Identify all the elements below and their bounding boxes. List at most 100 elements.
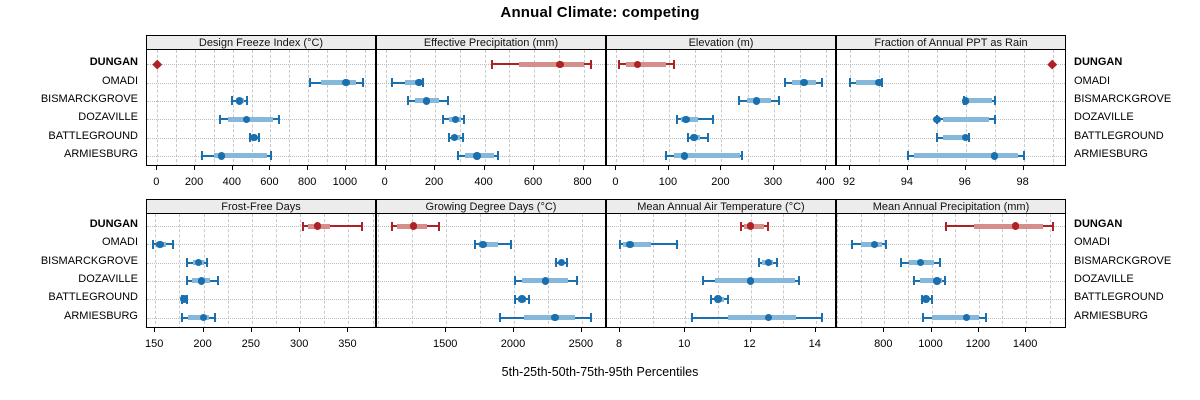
- panel-strip-mean-annual-air-temperature-c-: Mean Annual Air Temperature (°C): [606, 199, 836, 214]
- axis-tick-label: 800: [874, 338, 893, 350]
- gridline: [324, 214, 326, 327]
- axis-tick-label: 92: [842, 176, 856, 188]
- row-guide: [147, 100, 375, 102]
- gridline: [232, 50, 234, 165]
- whisker-cap: [913, 276, 916, 286]
- axis-tick: [483, 166, 485, 170]
- gridline: [308, 50, 310, 165]
- band-25th-75th: [931, 315, 979, 320]
- whisker-cap: [739, 221, 742, 231]
- median-point-omadi: [479, 240, 487, 249]
- whisker-cap: [850, 239, 853, 249]
- axis-tick: [231, 166, 233, 170]
- median-point-bismarckgrove: [752, 97, 761, 105]
- row-guide: [607, 119, 835, 121]
- axis-tick: [250, 328, 252, 332]
- axis-tick-label: 400: [474, 176, 493, 188]
- whisker-cap: [555, 258, 558, 268]
- whisker-cap: [277, 114, 280, 124]
- gridline: [345, 50, 347, 165]
- whisker-cap: [738, 96, 741, 106]
- median-point-omadi: [342, 78, 350, 87]
- axis-tick: [619, 328, 621, 332]
- whisker-cap: [514, 294, 517, 304]
- axis-tick: [202, 328, 204, 332]
- whisker-cap: [446, 96, 449, 106]
- whisker-cap: [230, 96, 233, 106]
- band-25th-75th: [714, 278, 795, 284]
- panel-plot-elevation-m-: [606, 49, 836, 166]
- median-point-dozaville: [682, 115, 690, 124]
- site-label-right-battleground: BATTLEGROUND: [1074, 129, 1164, 142]
- median-point-omadi: [626, 240, 634, 249]
- whisker-cap: [217, 276, 220, 286]
- median-point-bismarckgrove: [557, 258, 566, 267]
- whisker-cap: [938, 258, 941, 268]
- gridline: [213, 50, 215, 165]
- panel-strip-fraction-of-annual-ppt-as-rain: Fraction of Annual PPT as Rain: [836, 35, 1066, 50]
- axis-tick: [384, 166, 386, 170]
- panel-plot-mean-annual-air-temperature-c-: [606, 213, 836, 328]
- gridline: [435, 50, 437, 165]
- axis-tick: [772, 166, 774, 170]
- row-guide: [377, 100, 605, 102]
- band-25th-75th: [965, 98, 992, 104]
- site-label-right-dozaville: DOZAVILLE: [1074, 111, 1134, 124]
- median-point-armiesburg: [764, 313, 773, 322]
- gridline: [480, 214, 482, 327]
- axis-tick-label: 200: [193, 338, 212, 350]
- site-label-right-dungan: DUNGAN: [1074, 218, 1123, 230]
- gridline: [227, 214, 229, 327]
- median-point-battleground: [922, 295, 930, 303]
- axis-tick-label: 200: [424, 176, 444, 188]
- panel-plot-growing-degree-days-c-: [376, 213, 606, 328]
- gridline: [378, 214, 380, 327]
- whisker-cap: [741, 151, 744, 161]
- site-label-left-armiesburg: ARMIESBURG: [64, 147, 138, 160]
- median-point-bismarckgrove: [235, 97, 244, 105]
- whisker-cap: [219, 114, 222, 124]
- axis-tick-label: 94: [900, 176, 913, 188]
- whisker-cap: [899, 258, 902, 268]
- gridline: [978, 214, 980, 327]
- median-point-bismarckgrove: [422, 97, 431, 105]
- gridline: [620, 214, 622, 327]
- panel-strip-effective-precipitation-mm-: Effective Precipitation (mm): [376, 35, 606, 50]
- band-25th-75th: [213, 153, 267, 159]
- row-guide: [377, 317, 605, 319]
- axis-tick-label: 400: [222, 176, 241, 188]
- row-guide: [147, 317, 375, 319]
- gridline: [1023, 50, 1025, 165]
- axis-tick-label: 12: [743, 338, 756, 350]
- band-25th-75th: [855, 80, 881, 86]
- gridline: [410, 50, 412, 165]
- whisker-5th-95th: [303, 225, 362, 227]
- axis-tick: [814, 328, 816, 332]
- axis-tick: [906, 166, 908, 170]
- axis-tick: [434, 166, 436, 170]
- axis-tick: [849, 166, 851, 170]
- axis-tick-label: 400: [816, 176, 835, 188]
- site-label-right-battleground: BATTLEGROUND: [1074, 291, 1164, 304]
- axis-tick-label: 1200: [965, 338, 991, 350]
- axis-tick-label: 200: [184, 176, 204, 188]
- whisker-cap: [422, 78, 424, 88]
- whisker-cap: [676, 239, 679, 249]
- axis-tick-label: 2500: [568, 338, 594, 350]
- gridline: [203, 214, 205, 327]
- row-guide: [377, 82, 605, 84]
- row-guide: [147, 137, 375, 139]
- median-point-bismarckgrove: [961, 97, 970, 105]
- row-guide: [377, 262, 605, 264]
- whisker-cap: [437, 221, 440, 231]
- panel-strip-mean-annual-precipitation-mm-: Mean Annual Precipitation (mm): [836, 199, 1066, 214]
- row-guide: [147, 244, 375, 246]
- row-guide: [147, 299, 375, 301]
- panel-plot-fraction-of-annual-ppt-as-rain: [836, 49, 1066, 166]
- axis-tick-label: 10: [678, 338, 691, 350]
- gridline: [270, 50, 272, 165]
- site-label-right-dozaville: DOZAVILLE: [1074, 272, 1134, 285]
- gridline: [446, 214, 448, 327]
- gridline: [850, 50, 852, 165]
